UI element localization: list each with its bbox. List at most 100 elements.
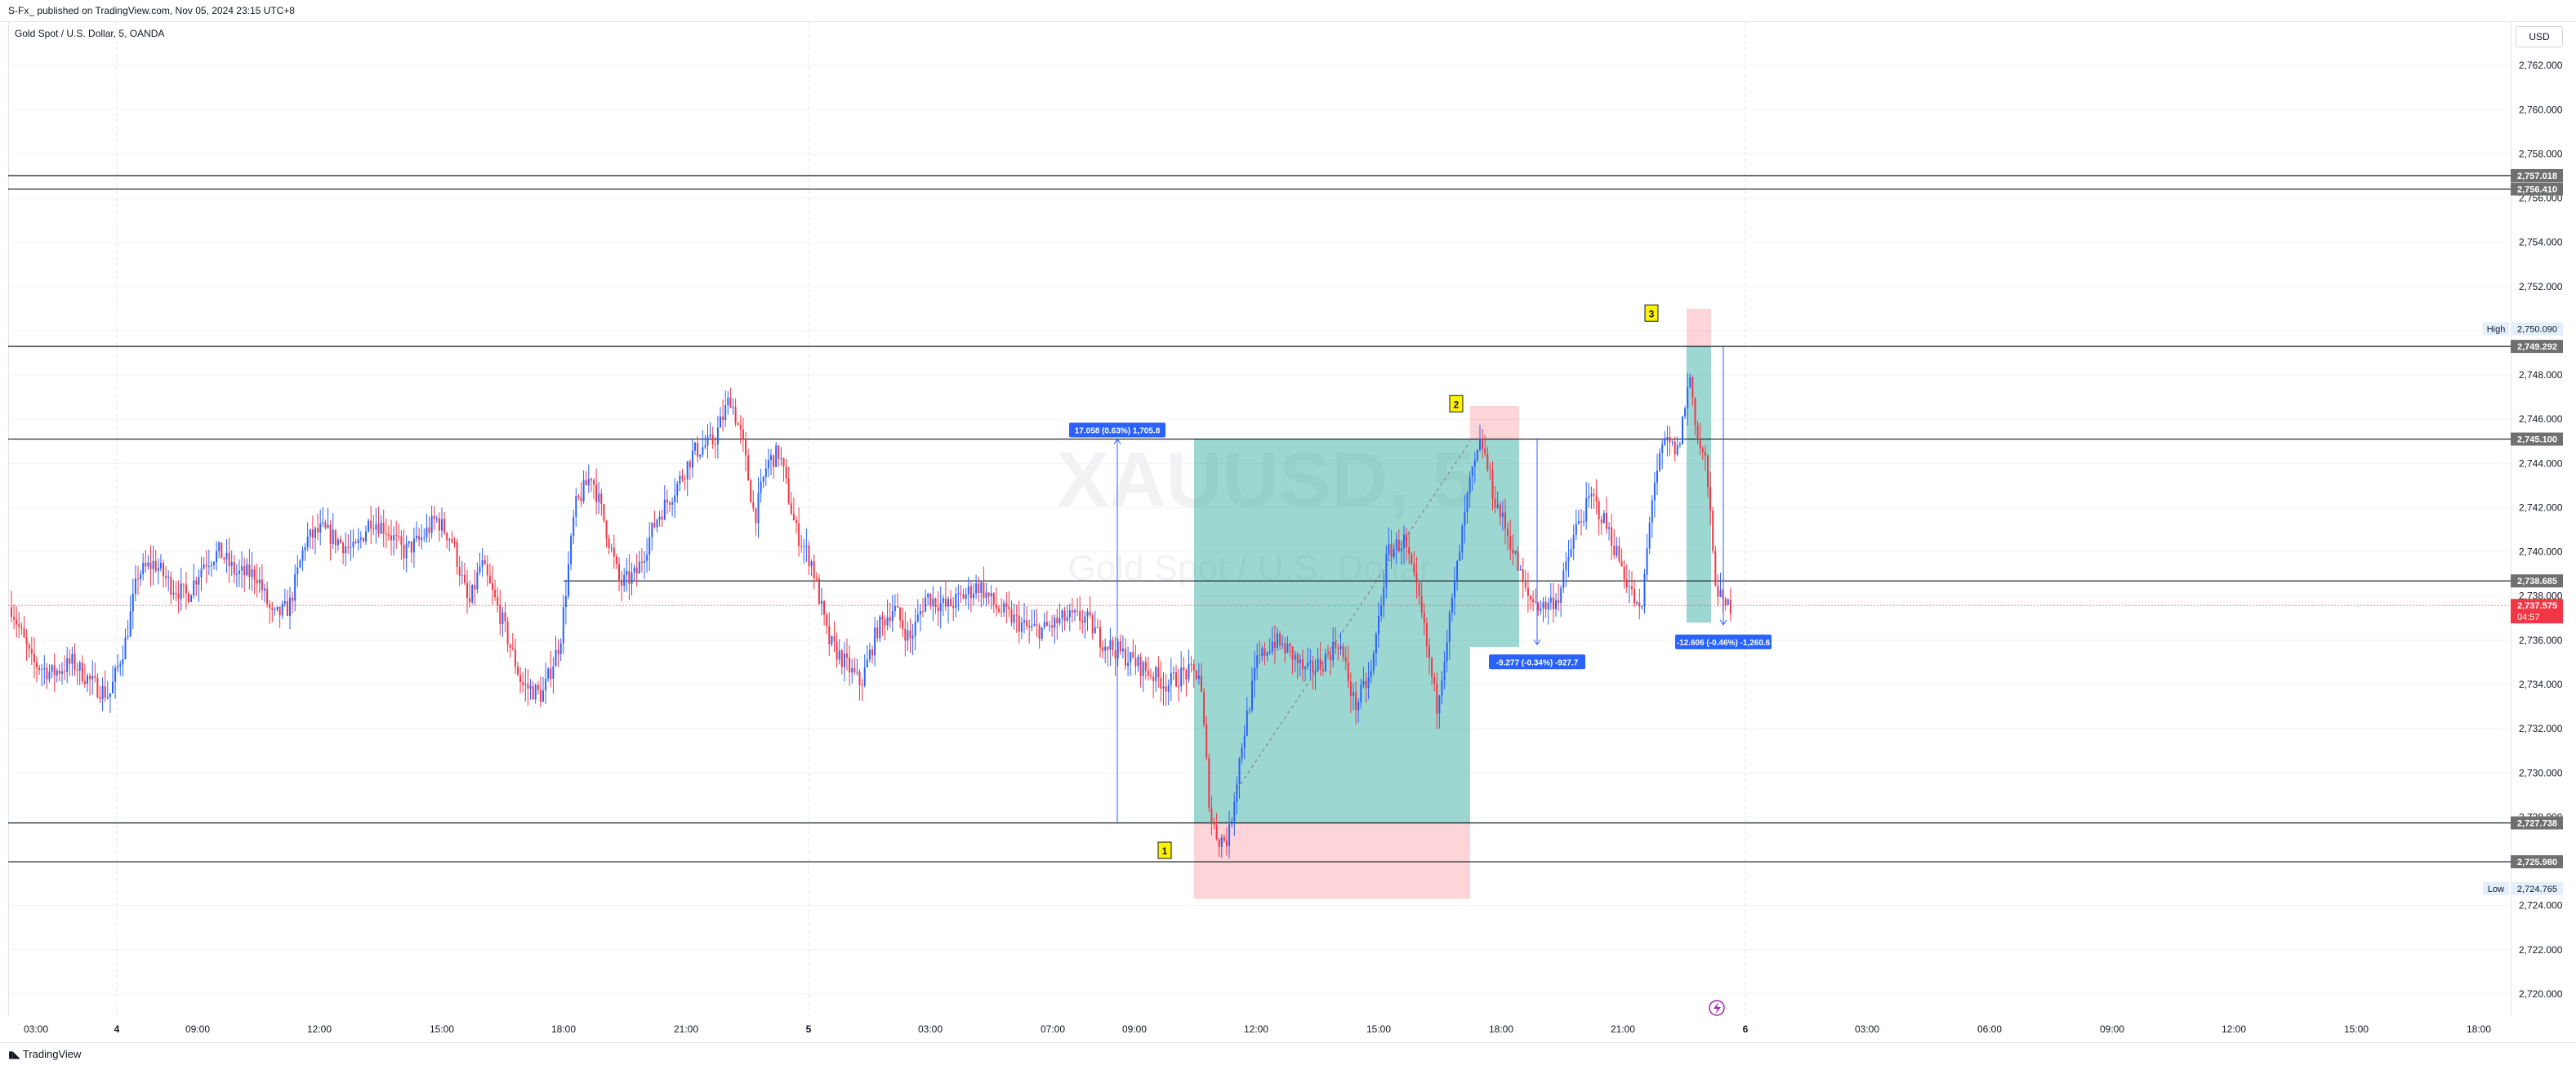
candle-body xyxy=(666,499,668,503)
candle-body xyxy=(962,594,965,600)
candle-body xyxy=(676,484,679,496)
candle-body xyxy=(435,518,438,519)
candle-body xyxy=(163,562,164,577)
candle-body xyxy=(633,567,635,573)
chart-pane[interactable] xyxy=(8,21,2511,1016)
candle-body xyxy=(1653,482,1656,501)
candle-body xyxy=(925,597,927,612)
level-badge-label: 2,727.738 xyxy=(2517,818,2557,828)
candle-body xyxy=(511,648,514,649)
candle-body xyxy=(350,546,352,548)
candle-body xyxy=(1651,500,1653,523)
candle-body xyxy=(1397,539,1400,551)
candle-body xyxy=(1175,672,1177,686)
candle-body xyxy=(1448,612,1451,643)
candle-body xyxy=(441,519,443,531)
candle-body xyxy=(494,590,497,598)
candle-body xyxy=(149,562,152,569)
candle-body xyxy=(886,617,889,626)
candle-body xyxy=(934,598,937,608)
price-tick-label: 2,758.000 xyxy=(2519,148,2563,159)
time-tick-label: 09:00 xyxy=(185,1023,210,1035)
number-marker-label: 2 xyxy=(1454,399,1460,410)
candle-body xyxy=(911,635,914,639)
published-bar: S-Fx_ published on TradingView.com, Nov … xyxy=(0,0,2576,22)
candle-body xyxy=(1102,647,1104,651)
candle-body xyxy=(987,592,990,597)
candle-body xyxy=(1704,452,1706,456)
candle-body xyxy=(1519,568,1522,571)
level-badge xyxy=(2511,816,2563,830)
lightning-icon[interactable] xyxy=(1709,1000,1725,1016)
candle-body xyxy=(1130,652,1132,663)
price-axis[interactable]: 2,720.0002,722.0002,724.0002,726.0002,72… xyxy=(2483,60,2563,1000)
candle-body xyxy=(216,551,218,563)
candle-body xyxy=(697,442,699,457)
candle-body xyxy=(792,513,795,521)
time-tick-label: 15:00 xyxy=(430,1023,454,1035)
candle-body xyxy=(1549,597,1552,603)
candle-body xyxy=(952,605,955,609)
candle-body xyxy=(398,535,400,537)
price-tick-label: 2,722.000 xyxy=(2519,944,2563,956)
candle-body xyxy=(775,445,778,467)
candle-body xyxy=(653,523,656,528)
symbol-description[interactable]: Gold Spot / U.S. Dollar, 5, OANDA xyxy=(15,28,165,39)
candle-body xyxy=(271,608,274,611)
candle-body xyxy=(1558,600,1560,604)
candle-body xyxy=(778,445,780,459)
measure-label-box xyxy=(1489,654,1585,670)
candle-body xyxy=(610,547,613,549)
currency-button[interactable]: USD xyxy=(2516,26,2563,47)
candle-body xyxy=(1540,608,1542,611)
candle-body xyxy=(1215,824,1218,840)
candle-body xyxy=(978,583,980,593)
candle-body xyxy=(230,562,233,566)
candle-body xyxy=(861,685,863,687)
candle-body xyxy=(1220,837,1223,847)
candle-body xyxy=(172,592,175,595)
time-axis[interactable]: 03:00 4 09:00 12:00 15:00 18:00 21:00 5 03:00 07:… xyxy=(24,1023,2491,1035)
candle-body xyxy=(1091,615,1094,634)
candle-body xyxy=(798,523,800,546)
candle-body xyxy=(1183,667,1185,671)
candle-body xyxy=(1390,544,1393,558)
number-marker xyxy=(1644,304,1659,322)
candle-body xyxy=(1256,655,1259,668)
candle-body xyxy=(967,586,969,595)
candle-body xyxy=(874,627,876,656)
time-tick-label: 21:00 xyxy=(1611,1023,1635,1035)
candle-body xyxy=(1479,440,1481,451)
candle-body xyxy=(438,518,440,531)
markers[interactable]: 1 2 3 xyxy=(1157,304,1659,859)
candle-body xyxy=(1294,654,1296,660)
published-text: S-Fx_ published on TradingView.com, Nov … xyxy=(8,5,295,16)
candle-body xyxy=(1347,662,1349,682)
candle-body xyxy=(342,542,345,554)
candle-body xyxy=(1015,614,1018,616)
candle-body xyxy=(1425,622,1428,647)
measurements[interactable]: 17.058 (0.63%) 1,705.8 -9.277 (-0.34%) -9… xyxy=(1069,346,1772,823)
candle-body xyxy=(577,496,580,497)
high-tag-label: High xyxy=(2487,324,2506,334)
candles[interactable] xyxy=(11,372,1731,859)
tradingview-brand[interactable]: ▮◣ TradingView xyxy=(8,1048,81,1060)
candle-body xyxy=(1142,662,1144,676)
candle-body xyxy=(375,524,377,530)
candle-body xyxy=(980,582,983,593)
candle-body xyxy=(430,515,433,533)
candle-body xyxy=(628,571,631,584)
candle-body xyxy=(939,603,942,612)
candle-body xyxy=(147,562,149,567)
candle-body xyxy=(1438,695,1441,714)
candle-body xyxy=(1296,654,1299,664)
measure-label: -9.277 (-0.34%) -927.7 xyxy=(1496,658,1579,667)
candle-body xyxy=(1403,534,1405,549)
position-tools[interactable] xyxy=(1194,308,1711,899)
candle-body xyxy=(838,650,840,660)
candle-body xyxy=(81,662,83,681)
candle-body xyxy=(274,609,276,611)
candle-body xyxy=(1628,586,1630,587)
candle-body xyxy=(608,538,610,549)
